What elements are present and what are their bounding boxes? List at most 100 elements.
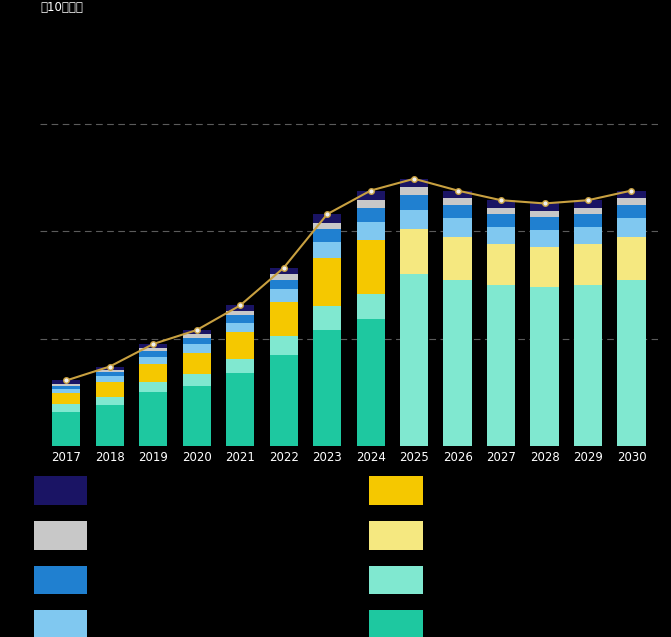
Bar xyxy=(34,476,87,505)
Bar xyxy=(270,268,298,275)
Bar xyxy=(400,179,428,187)
Bar xyxy=(52,393,81,404)
Bar xyxy=(356,319,384,446)
Bar xyxy=(139,344,168,348)
Bar xyxy=(356,294,384,319)
Bar xyxy=(226,305,254,311)
Bar xyxy=(530,287,559,446)
Bar xyxy=(400,275,428,446)
Bar xyxy=(444,190,472,198)
Bar xyxy=(226,311,254,315)
Bar xyxy=(139,348,168,352)
Bar xyxy=(444,280,472,446)
Bar xyxy=(574,200,602,208)
Bar xyxy=(530,203,559,211)
Bar xyxy=(96,382,124,397)
Bar xyxy=(313,330,342,446)
Bar xyxy=(270,355,298,446)
Bar xyxy=(487,214,515,227)
Bar xyxy=(183,330,211,334)
Bar xyxy=(617,218,646,237)
Bar xyxy=(270,280,298,289)
Bar xyxy=(96,369,124,372)
Bar xyxy=(139,357,168,364)
Bar xyxy=(313,306,342,330)
Bar xyxy=(96,376,124,382)
Bar xyxy=(226,332,254,359)
Bar xyxy=(52,386,81,389)
Bar xyxy=(183,338,211,344)
Bar xyxy=(574,285,602,446)
Bar xyxy=(34,566,87,594)
Bar xyxy=(313,229,342,242)
Bar xyxy=(139,382,168,392)
Bar xyxy=(226,322,254,332)
Bar xyxy=(444,218,472,237)
Bar xyxy=(96,372,124,376)
Bar xyxy=(183,334,211,338)
Bar xyxy=(356,240,384,294)
Bar xyxy=(530,230,559,247)
Bar xyxy=(400,210,428,229)
Text: （10億円）: （10億円） xyxy=(40,1,83,14)
Bar xyxy=(356,200,384,208)
Bar xyxy=(313,214,342,223)
Bar xyxy=(487,244,515,285)
Bar xyxy=(487,208,515,214)
Bar xyxy=(617,204,646,218)
Bar xyxy=(183,344,211,352)
Bar xyxy=(52,380,81,383)
Bar xyxy=(183,374,211,386)
Bar xyxy=(139,352,168,357)
Bar xyxy=(444,198,472,204)
Bar xyxy=(487,200,515,208)
Bar xyxy=(356,222,384,240)
Bar xyxy=(96,366,124,369)
Bar xyxy=(270,302,298,336)
Bar xyxy=(617,198,646,204)
Bar xyxy=(183,352,211,374)
Bar xyxy=(52,412,81,446)
Bar xyxy=(530,211,559,217)
Bar xyxy=(313,258,342,306)
Bar xyxy=(574,244,602,285)
Bar xyxy=(183,386,211,446)
Bar xyxy=(369,566,423,594)
Bar xyxy=(530,247,559,287)
Bar xyxy=(226,315,254,322)
Bar xyxy=(617,190,646,198)
Bar xyxy=(574,227,602,244)
Bar xyxy=(444,237,472,280)
Bar xyxy=(487,285,515,446)
Bar xyxy=(487,227,515,244)
Bar xyxy=(313,223,342,229)
Bar xyxy=(444,204,472,218)
Bar xyxy=(52,389,81,393)
Bar xyxy=(270,336,298,355)
Bar xyxy=(52,404,81,412)
Bar xyxy=(270,289,298,302)
Bar xyxy=(400,229,428,275)
Bar xyxy=(139,392,168,446)
Bar xyxy=(617,237,646,280)
Bar xyxy=(530,217,559,230)
Bar xyxy=(96,405,124,446)
Bar xyxy=(313,242,342,258)
Bar xyxy=(369,610,423,637)
Bar xyxy=(226,373,254,446)
Bar xyxy=(400,195,428,210)
Bar xyxy=(270,275,298,280)
Bar xyxy=(356,190,384,200)
Bar xyxy=(574,214,602,227)
Bar xyxy=(226,359,254,373)
Bar xyxy=(369,476,423,505)
Bar xyxy=(52,383,81,386)
Bar xyxy=(400,187,428,195)
Bar xyxy=(34,521,87,550)
Bar xyxy=(356,208,384,222)
Bar xyxy=(34,610,87,637)
Bar xyxy=(369,521,423,550)
Bar xyxy=(96,397,124,405)
Bar xyxy=(617,280,646,446)
Bar xyxy=(139,364,168,382)
